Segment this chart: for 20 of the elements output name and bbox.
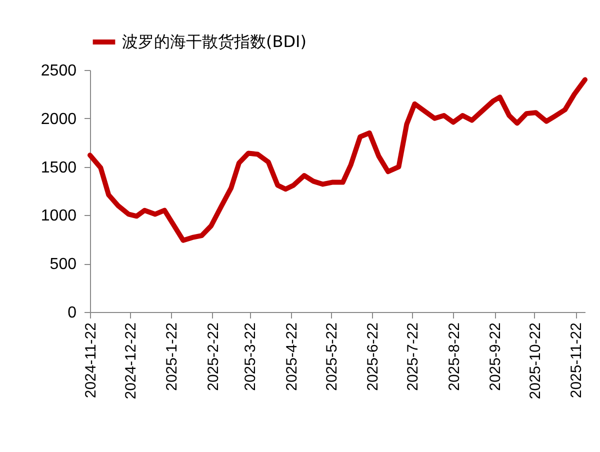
x-tick-label: 2024-11-22 <box>82 322 100 398</box>
y-tick-label: 2000 <box>40 110 77 128</box>
y-tick-label: 500 <box>50 256 77 274</box>
x-tick-label: 2025-9-22 <box>487 322 504 391</box>
x-tick-label: 2025-6-22 <box>364 322 382 391</box>
x-tick-label: 2025-3-22 <box>242 322 260 391</box>
x-tick-label: 2025-1-22 <box>164 322 181 391</box>
y-tick-label: 2500 <box>40 62 77 80</box>
legend-label: 波罗的海干散货指数(BDI) <box>122 32 306 51</box>
x-tick-label: 2025-10-22 <box>526 322 544 400</box>
y-tick-label: 0 <box>68 304 77 322</box>
x-tick-label: 2025-2-22 <box>204 322 222 391</box>
x-tick-label: 2025-5-22 <box>323 322 340 391</box>
x-tick-label: 2024-12-22 <box>122 322 140 400</box>
x-tick-label: 2025-8-22 <box>446 322 463 391</box>
y-tick-label: 1000 <box>40 208 77 225</box>
y-tick-label: 1500 <box>40 159 77 176</box>
x-tick-label: 2025-7-22 <box>404 322 422 391</box>
x-tick-label: 2025-4-22 <box>283 322 300 391</box>
x-tick-label: 2025-11-22 <box>568 322 586 398</box>
